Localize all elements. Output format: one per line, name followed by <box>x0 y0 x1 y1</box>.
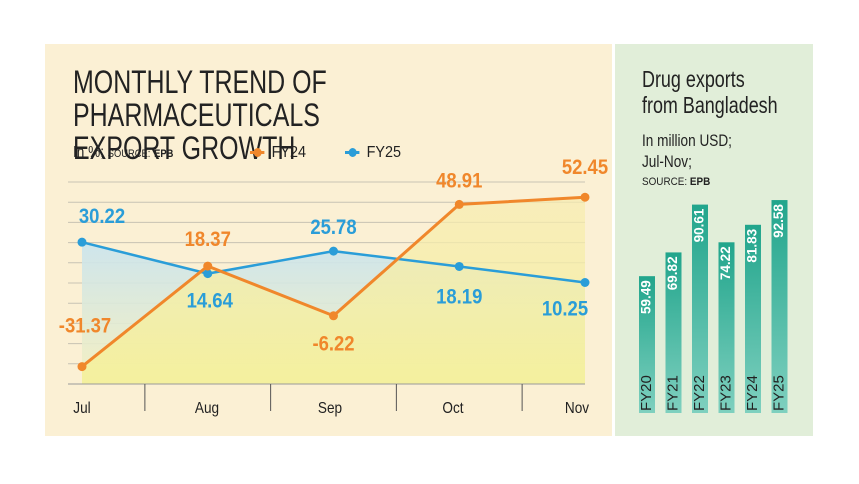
fy24-data-label: 52.45 <box>562 156 608 179</box>
bar-value-label: 92.58 <box>771 204 786 238</box>
bar-chart-subtitle-line-1: In million USD; <box>642 131 732 150</box>
bar <box>718 242 735 413</box>
fy25-point <box>580 277 590 287</box>
bar <box>771 200 788 413</box>
bar <box>639 276 655 413</box>
bar-category-label: FY21 <box>664 375 681 411</box>
fy24-point <box>454 199 464 209</box>
unit-source-note: In %; SOURCE: EPB <box>73 144 173 162</box>
bar-value-label: 59.49 <box>639 280 654 314</box>
x-tick-label: Jul <box>73 400 90 417</box>
x-tick-label: Oct <box>442 400 464 417</box>
x-axis-ticks <box>144 384 523 411</box>
fy25-point <box>203 269 213 279</box>
source-label: SOURCE: <box>107 148 151 160</box>
bar-value-label: 90.61 <box>692 208 707 242</box>
fy24-point <box>203 261 213 271</box>
x-tick-label: Nov <box>565 400 590 417</box>
bar <box>692 204 708 413</box>
legend-fy24-label: FY24 <box>271 144 307 161</box>
legend-fy25: FY25 <box>345 144 401 162</box>
bar-category-label: FY25 <box>770 375 787 411</box>
bar-chart-subtitle: In million USD; Jul-Nov; <box>642 130 732 172</box>
x-tick-label: Sep <box>318 400 342 417</box>
bar-value-label: 81.83 <box>745 228 760 262</box>
fy24-point <box>329 311 338 321</box>
fy25-data-label: 18.19 <box>436 285 482 308</box>
bar-chart-title: Drug exports from Bangladesh <box>642 66 778 118</box>
fy25-data-label: 10.25 <box>542 297 588 320</box>
bar-chart-source: SOURCE: EPB <box>642 176 710 188</box>
bar-category-label: FY24 <box>744 375 761 411</box>
fy24-area <box>82 197 585 384</box>
bar-chart-title-line-2: from Bangladesh <box>642 92 778 118</box>
fy25-point <box>77 237 87 247</box>
bar-chart-subtitle-line-2: Jul-Nov; <box>642 152 692 171</box>
chart-title-line-2: EXPORT GROWTH <box>73 130 296 166</box>
fy24-data-label: 48.91 <box>436 169 482 192</box>
source-name: EPB <box>154 148 174 160</box>
fy25-data-label: 14.64 <box>187 290 233 313</box>
bar-value-label: 74.22 <box>718 246 733 280</box>
unit-label: In %; <box>73 144 104 161</box>
legend-fy24: FY24 <box>250 144 306 162</box>
bar-category-label: FY22 <box>691 375 708 411</box>
bar <box>665 252 682 413</box>
bar-source-label: SOURCE: <box>642 176 688 188</box>
fy25-data-label: 25.78 <box>310 216 356 239</box>
bar-chart-title-line-1: Drug exports <box>642 66 745 92</box>
legend-fy25-label: FY25 <box>366 144 402 161</box>
bar-source-name: EPB <box>689 176 711 188</box>
fy25-point <box>454 261 464 271</box>
legend-fy24-marker <box>250 148 265 158</box>
fy25-point <box>329 246 338 256</box>
fy24-point <box>77 362 87 372</box>
fy24-data-label: 18.37 <box>185 228 231 251</box>
x-tick-label: Aug <box>195 400 219 417</box>
legend-fy25-marker <box>345 148 360 158</box>
chart-title-line-1: MONTHLY TREND OF PHARMACEUTICALS <box>73 64 327 133</box>
bar <box>745 224 761 413</box>
fy24-data-label: -31.37 <box>59 315 111 338</box>
bar-category-label: FY20 <box>638 375 655 411</box>
fy24-data-label: -6.22 <box>312 333 354 356</box>
fy25-data-label: 30.22 <box>79 205 125 228</box>
fy24-point <box>580 192 590 202</box>
chart-title: MONTHLY TREND OF PHARMACEUTICALS EXPORT … <box>73 66 479 165</box>
bar-category-label: FY23 <box>717 375 734 411</box>
bar-value-label: 69.82 <box>665 256 680 290</box>
x-axis-labels: Jul Aug Sep Oct Nov <box>73 400 589 417</box>
